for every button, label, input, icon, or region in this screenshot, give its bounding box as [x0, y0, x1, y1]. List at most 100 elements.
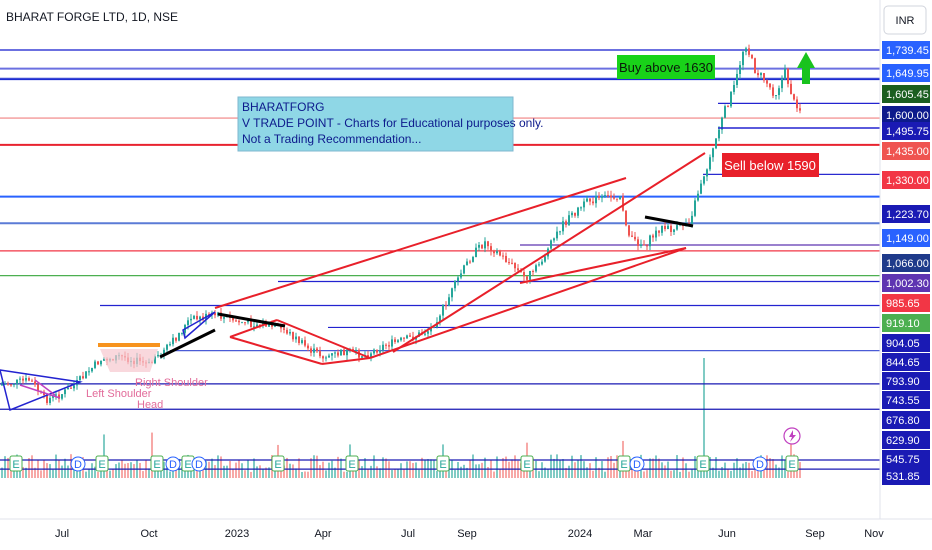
candle-body: [739, 65, 741, 75]
dividend-marker[interactable]: D: [70, 456, 86, 472]
head-zone: [100, 349, 158, 372]
volume-bar: [508, 461, 510, 478]
candle-body: [592, 201, 594, 204]
volume-bar: [334, 467, 336, 478]
earnings-marker[interactable]: E: [785, 455, 799, 472]
candle-body: [574, 212, 576, 216]
lightning-icon[interactable]: [783, 427, 801, 445]
currency-button[interactable]: INR: [883, 5, 927, 35]
dividend-marker[interactable]: D: [752, 456, 768, 472]
earnings-marker[interactable]: E: [345, 455, 359, 472]
candle-body: [724, 106, 726, 118]
volume-bar: [727, 469, 729, 478]
volume-bar: [343, 471, 345, 478]
candle-body: [487, 241, 489, 247]
volume-bar: [664, 465, 666, 478]
candle-body: [787, 68, 789, 84]
volume-bar: [604, 471, 606, 478]
dividend-marker[interactable]: D: [629, 456, 645, 472]
volume-bar: [76, 467, 78, 478]
price-label: 904.05: [886, 338, 920, 350]
earnings-marker[interactable]: E: [520, 455, 534, 472]
volume-bar: [367, 468, 369, 478]
candle-body: [796, 99, 798, 109]
candle-body: [61, 394, 63, 399]
volume-bar: [625, 469, 627, 478]
volume-bar: [676, 455, 678, 478]
candle-body: [256, 324, 258, 327]
candle-body: [406, 335, 408, 339]
volume-bar: [598, 467, 600, 478]
candle-body: [292, 332, 294, 340]
event-marker-label: E: [620, 459, 627, 471]
candle-body: [4, 383, 6, 385]
blue-triangle-left: [0, 369, 83, 412]
candle-body: [310, 348, 312, 353]
price-label-bg: [882, 171, 930, 189]
earnings-marker[interactable]: E: [95, 455, 109, 472]
candle-body: [736, 74, 738, 85]
earnings-marker[interactable]: E: [696, 455, 710, 472]
candle-body: [223, 317, 225, 319]
candle-body: [580, 207, 582, 209]
candle-body: [10, 384, 12, 386]
earnings-marker[interactable]: E: [271, 455, 285, 472]
candle-body: [244, 322, 246, 324]
candle-body: [598, 196, 600, 198]
candle-body: [169, 344, 171, 346]
candle-body: [757, 73, 759, 76]
head-label: Head: [137, 399, 163, 411]
earnings-icon: [95, 455, 109, 472]
candle-body: [232, 317, 234, 321]
candle-body: [316, 348, 318, 352]
volume-bar: [652, 458, 654, 478]
earnings-marker[interactable]: E: [617, 455, 631, 472]
volume-bar: [418, 469, 420, 478]
dividend-marker[interactable]: D: [165, 456, 181, 472]
volume-bar: [364, 458, 366, 478]
volume-bar: [478, 464, 480, 478]
candle-body: [733, 84, 735, 92]
candle-body: [496, 251, 498, 254]
candle-body: [742, 51, 744, 66]
volume-bar: [691, 469, 693, 478]
volume-bar: [208, 461, 210, 478]
candle-body: [163, 349, 165, 355]
price-label-bg: [882, 411, 930, 429]
candle-body: [394, 339, 396, 342]
candle-body: [700, 183, 702, 194]
volume-bar: [181, 466, 183, 478]
dividend-marker[interactable]: D: [191, 456, 207, 472]
currency-label: INR: [896, 15, 915, 27]
candle-body: [712, 148, 714, 158]
candle-body: [247, 319, 249, 323]
candle-body: [760, 73, 762, 76]
black-trendline-1: [159, 328, 216, 359]
candle-body: [1, 384, 3, 386]
candle-body: [157, 354, 159, 357]
candle-body: [634, 236, 636, 240]
earnings-marker[interactable]: E: [9, 455, 23, 472]
candle-body: [616, 198, 618, 200]
price-label-bg: [882, 205, 930, 223]
volume-bar: [481, 462, 483, 478]
black-trendline-2: [217, 312, 286, 328]
volume-bar: [235, 462, 237, 478]
volume-bar: [313, 455, 315, 478]
candle-body: [70, 387, 72, 389]
candle-body: [523, 272, 525, 277]
earnings-marker[interactable]: E: [150, 455, 164, 472]
earnings-icon: [150, 455, 164, 472]
volume-bar: [19, 468, 21, 478]
volume-bar: [304, 471, 306, 478]
volume-bar: [616, 455, 618, 478]
candle-body: [286, 329, 288, 334]
volume-bar: [175, 467, 177, 478]
candle-body: [697, 193, 699, 201]
candle-body: [694, 200, 696, 216]
volume-bar: [319, 465, 321, 478]
volume-bar: [505, 456, 507, 478]
volume-bar: [94, 466, 96, 478]
earnings-marker[interactable]: E: [436, 455, 450, 472]
